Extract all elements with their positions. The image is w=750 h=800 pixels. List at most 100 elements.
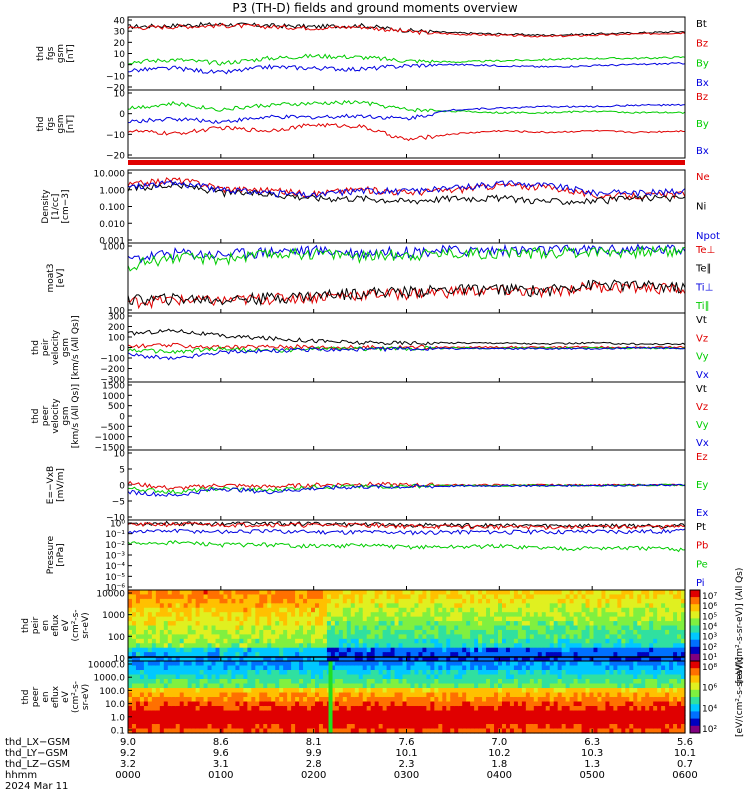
spectrogram-cell [243,612,248,618]
spectrogram-cell [529,719,535,725]
spectrogram-cell [390,674,396,680]
spectrogram-cell [533,656,539,662]
spectrogram-cell [430,656,435,662]
spectrogram-cell [386,607,392,613]
spectrogram-cell [207,692,213,698]
spectrogram-cell [561,710,567,716]
spectrogram-cell [625,679,630,685]
spectrogram-cell [661,647,666,653]
spectrogram-cell [143,710,149,716]
spectrogram-cell [621,612,626,618]
spectrogram-cell [470,598,475,604]
spectrogram-cell [665,710,670,716]
spectrogram-cell [569,603,575,609]
spectrogram-cell [486,706,491,712]
spectrogram-cell [549,719,555,725]
spectrogram-cell [569,661,575,667]
spectrogram-cell [605,621,611,627]
spectrogram-cell [322,647,328,653]
spectrogram-cell [350,710,356,716]
spectrogram-cell [299,661,304,667]
spectrogram-cell [645,638,650,644]
spectrogram-cell [677,674,682,680]
spectrogram-cell [486,679,491,685]
spectrogram-cell [438,674,443,680]
spectrogram-cell [557,647,563,653]
spectrogram-cell [175,715,181,721]
spectrogram-cell [267,710,272,716]
spectrogram-cell [350,629,356,635]
spectrogram-cell [494,688,499,694]
spectrogram-cell [442,701,447,707]
spectrogram-cell [227,616,233,622]
spectrogram-cell [669,697,674,703]
spectrogram-cell [299,590,304,596]
spectrogram-cell [637,590,642,596]
spectrogram-cell [410,612,416,618]
spectrogram-cell [338,697,344,703]
spectrogram-cell [641,598,646,604]
spectrogram-cell [561,697,567,703]
spectrogram-cell [303,634,308,640]
spectrogram-cell [386,603,392,609]
spectrogram-cell [645,706,650,712]
spectrogram-cell [462,724,467,730]
spectrogram-cell [430,679,435,685]
spectrogram-cell [645,692,650,698]
spectrogram-cell [593,670,599,676]
spectrogram-cell [418,674,424,680]
spectrogram-cell [653,656,658,662]
spectrogram-cell [191,719,197,725]
spectrogram-cell [541,638,547,644]
spectrogram-cell [458,634,463,640]
spectrogram-cell [247,607,252,613]
spectrogram-cell [557,679,563,685]
spectrogram-cell [621,621,626,627]
spectrogram-cell [553,603,559,609]
spectrogram-cell [322,590,328,596]
spectrogram-cell [581,652,587,658]
spectrogram-cell [486,670,491,676]
spectrogram-cell [386,701,392,707]
spectrogram-cell [195,634,201,640]
spectrogram-cell [243,715,248,721]
spectrogram-cell [322,643,328,649]
spectrogram-cell [633,607,638,613]
spectrogram-cell [374,724,380,730]
spectrogram-cell [681,598,686,604]
spectrogram-cell [470,715,475,721]
spectrogram-cell [438,643,443,649]
spectrogram-cell [326,594,332,600]
spectrogram-cell [454,638,459,644]
spectrogram-cell [155,598,161,604]
spectrogram-cell [517,598,523,604]
spectrogram-cell [402,665,408,671]
spectrogram-cell [227,670,233,676]
spectrogram-cell [585,679,591,685]
spectrogram-cell [438,679,443,685]
spectrogram-cell [342,692,348,698]
spectrogram-cell [291,590,296,596]
spectrogram-cell [366,625,372,631]
y-tick-label: 10⁻¹ [105,530,125,540]
spectrogram-cell [446,643,451,649]
spectrogram-cell [418,688,424,694]
spectrogram-cell [334,647,340,653]
spectrogram-cell [203,697,209,703]
spectrogram-cell [501,590,507,596]
spectrogram-cell [291,603,296,609]
spectrogram-cell [494,697,499,703]
spectrogram-cell [474,634,479,640]
spectrogram-cell [589,612,595,618]
spectrogram-cell [422,701,427,707]
spectrogram-cell [267,728,272,734]
spectrogram-cell [609,629,614,635]
spectrogram-cell [378,701,384,707]
spectrogram-cell [633,688,638,694]
spectrogram-cell [223,607,229,613]
spectrogram-cell [203,710,209,716]
spectrogram-cell [267,692,272,698]
spectrogram-cell [482,688,487,694]
spectrogram-cell [299,652,304,658]
spectrogram-cell [601,594,607,600]
